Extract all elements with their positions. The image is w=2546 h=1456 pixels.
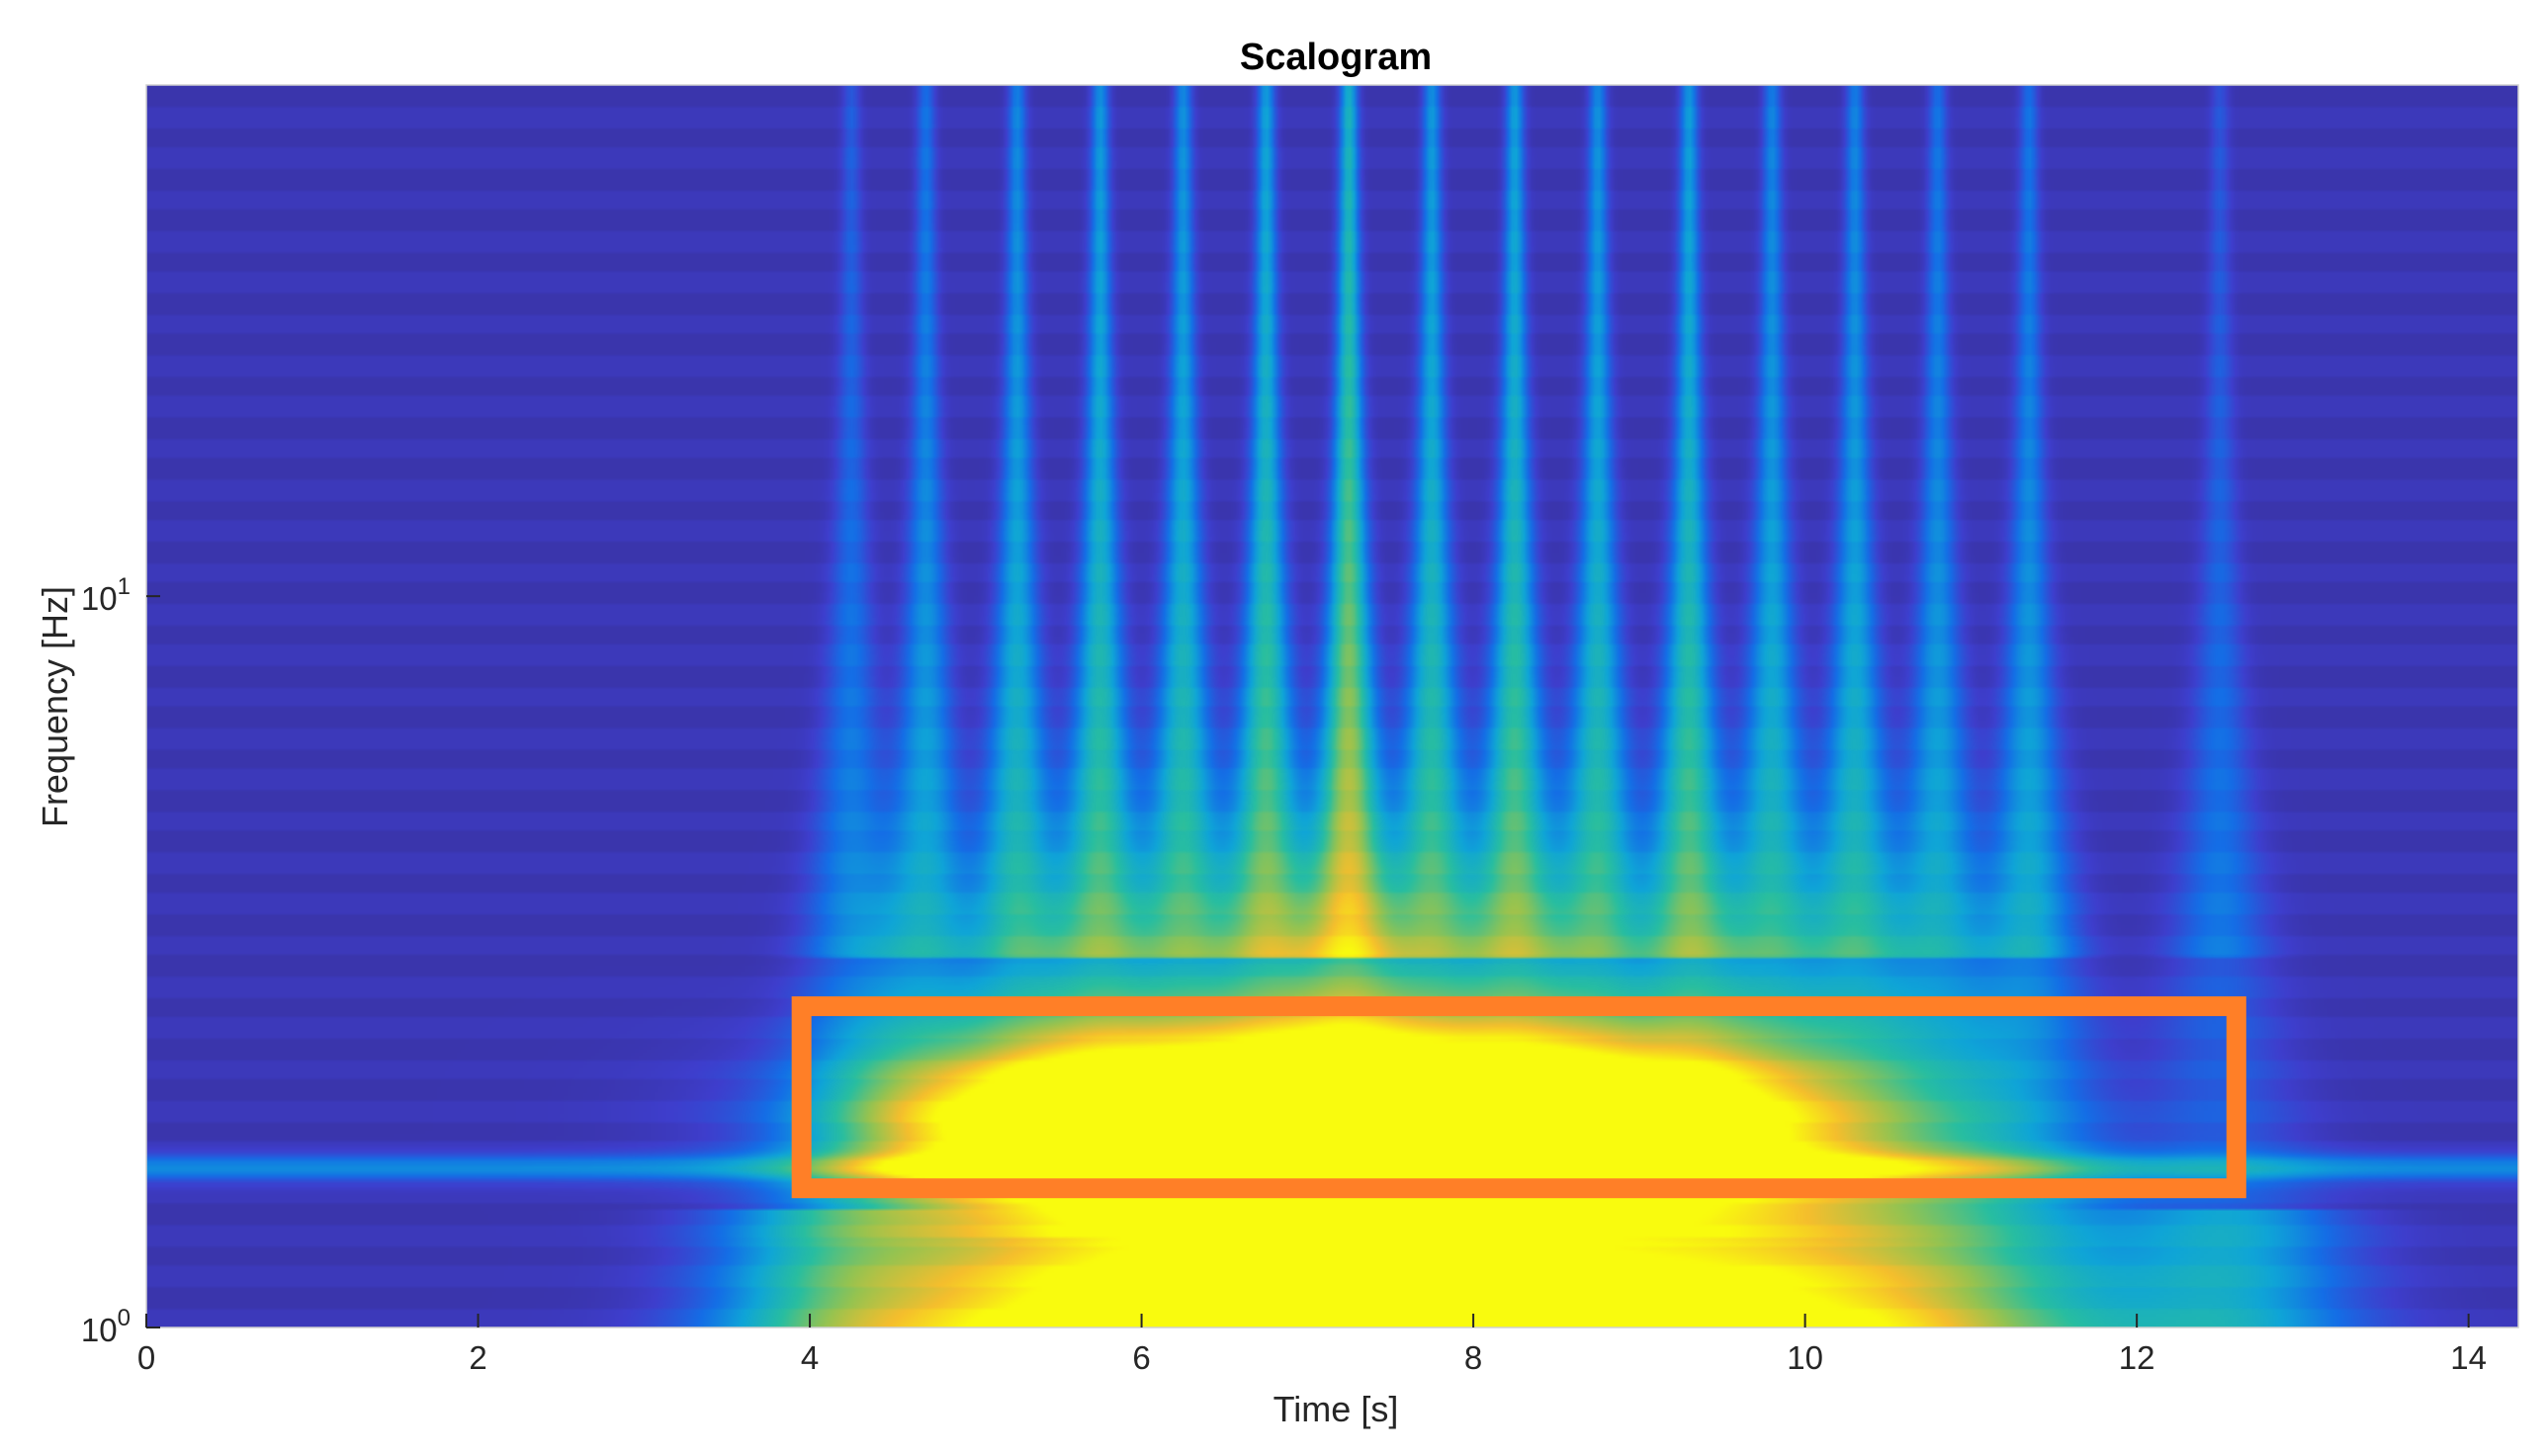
- x-tick-label: 12: [2119, 1339, 2155, 1376]
- chart-title: Scalogram: [1240, 37, 1432, 78]
- highlight-box: [791, 995, 2246, 1199]
- y-tick-base: 10: [81, 580, 118, 617]
- x-tick-label: 6: [1132, 1339, 1150, 1376]
- x-tick-label: 10: [1787, 1339, 1823, 1376]
- x-tick-label: 0: [137, 1339, 155, 1376]
- scalogram-image: [146, 85, 2518, 1328]
- x-tick-label: 2: [469, 1339, 486, 1376]
- y-tick-base: 10: [81, 1312, 118, 1348]
- x-tick-label: 4: [801, 1339, 819, 1376]
- y-tick-label: 101: [81, 573, 131, 617]
- y-tick-exponent: 0: [118, 1305, 131, 1331]
- y-tick-exponent: 1: [118, 573, 131, 600]
- x-tick-label: 8: [1464, 1339, 1482, 1376]
- y-tick-label: 100: [81, 1305, 131, 1348]
- plot-area-heatmap: [146, 85, 2518, 1328]
- x-axis-label: Time [s]: [1273, 1389, 1399, 1429]
- y-axis-label: Frequency [Hz]: [35, 586, 75, 827]
- highlight-box-group: [791, 995, 2246, 1199]
- x-tick-label: 14: [2450, 1339, 2487, 1376]
- plot-frame: [145, 84, 2519, 1328]
